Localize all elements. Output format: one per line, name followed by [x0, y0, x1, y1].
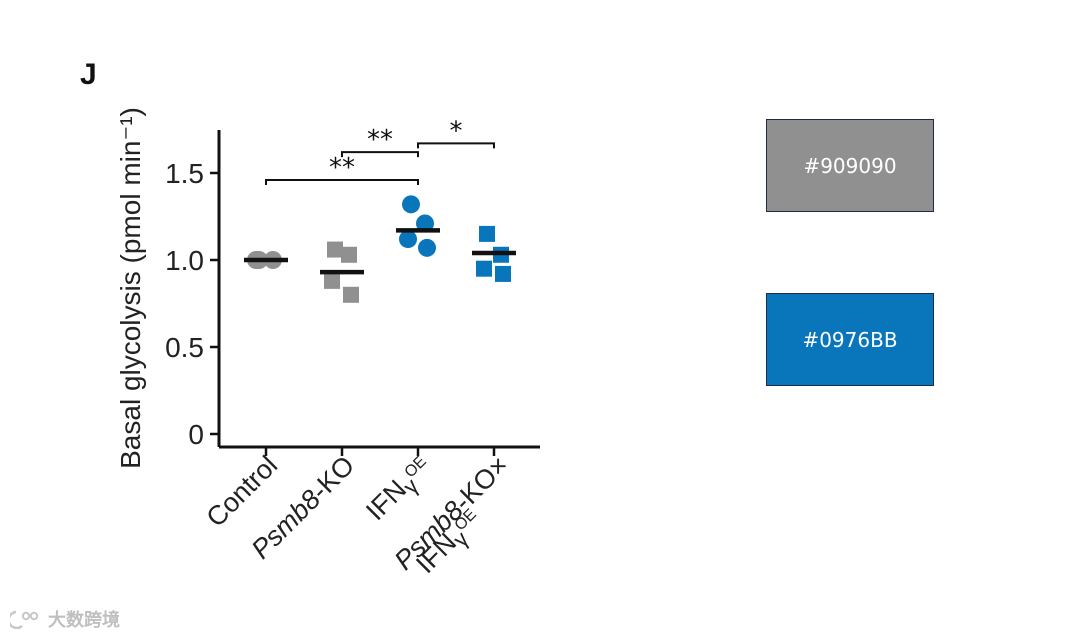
data-point	[324, 272, 340, 289]
mean-lines	[244, 228, 516, 275]
data-point	[341, 246, 357, 263]
color-swatch-blue: #0976BB	[766, 293, 934, 386]
significance-brackets: ** ***	[265, 116, 495, 185]
data-point	[402, 195, 420, 214]
significance-bracket	[265, 178, 419, 185]
y-tick-label: 0.5	[165, 332, 204, 363]
significance-label: **	[367, 125, 393, 155]
significance-label: **	[329, 153, 355, 183]
watermark-text: 大数跨境	[48, 610, 120, 631]
data-point	[418, 238, 436, 257]
swatch-label-gray: #909090	[803, 153, 897, 178]
swatch-label-blue: #0976BB	[802, 327, 898, 352]
data-point	[343, 286, 359, 303]
y-ticks: 0 0.5 1.0 1.5	[165, 158, 219, 450]
watermark: 大数跨境	[10, 606, 120, 632]
significance-bracket	[417, 142, 495, 149]
data-points	[247, 195, 511, 303]
watermark-logo-icon	[10, 610, 39, 629]
y-axis-label: Basal glycolysis (pmol min⁻¹)	[115, 107, 146, 469]
data-point	[327, 241, 343, 258]
y-tick-label: 0	[188, 419, 204, 450]
significance-label: *	[450, 116, 463, 146]
data-point	[416, 214, 434, 233]
y-tick-label: 1.0	[165, 245, 204, 276]
data-point	[476, 260, 492, 277]
data-point	[399, 230, 417, 249]
y-tick-label: 1.5	[165, 158, 204, 189]
x-ticks	[264, 447, 496, 456]
significance-bracket	[341, 151, 419, 158]
panel-label: J	[80, 58, 97, 91]
data-point	[479, 225, 495, 242]
data-point	[495, 265, 511, 282]
color-swatch-gray: #909090	[766, 119, 934, 212]
